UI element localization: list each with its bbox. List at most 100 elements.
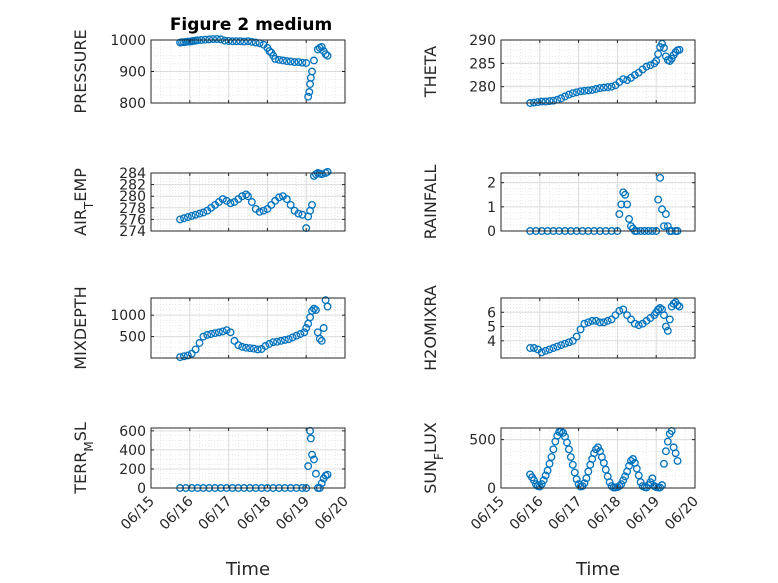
data-point bbox=[665, 57, 674, 65]
data-point bbox=[282, 57, 291, 66]
y-tick-label: 400 bbox=[119, 443, 146, 459]
data-point bbox=[615, 210, 624, 219]
data-point bbox=[660, 459, 668, 468]
data-point bbox=[619, 305, 628, 314]
data-point bbox=[191, 345, 200, 354]
data-point bbox=[244, 192, 252, 201]
y-axis-label: H2OMIXRA bbox=[421, 285, 440, 371]
data-point bbox=[213, 35, 221, 44]
data-point bbox=[564, 338, 573, 347]
data-point bbox=[572, 88, 581, 97]
data-point bbox=[255, 207, 264, 216]
data-point bbox=[280, 336, 289, 344]
data-point bbox=[584, 86, 593, 95]
data-point bbox=[530, 344, 538, 352]
y-axis-label: MIXDEPTH bbox=[71, 286, 90, 369]
data-point bbox=[584, 318, 593, 327]
data-point bbox=[537, 348, 546, 357]
data-point bbox=[663, 437, 672, 446]
data-point bbox=[660, 43, 668, 52]
data-point bbox=[226, 328, 235, 337]
data-point bbox=[533, 98, 542, 107]
data-point bbox=[187, 349, 196, 358]
data-point bbox=[242, 190, 251, 199]
data-point bbox=[228, 37, 237, 46]
axes-box bbox=[150, 297, 346, 359]
data-point bbox=[634, 471, 643, 480]
data-point bbox=[661, 447, 670, 456]
data-point bbox=[261, 342, 270, 350]
data-point bbox=[180, 214, 188, 223]
data-point bbox=[671, 449, 680, 458]
data-point bbox=[634, 321, 643, 330]
data-point bbox=[580, 86, 589, 95]
data-point bbox=[207, 330, 216, 338]
data-point bbox=[576, 325, 585, 334]
data-point bbox=[642, 62, 651, 71]
y-tick-label: 0 bbox=[137, 481, 146, 497]
data-point bbox=[541, 346, 550, 355]
data-point bbox=[615, 306, 624, 315]
data-point bbox=[549, 96, 558, 105]
data-point bbox=[205, 35, 214, 44]
data-point bbox=[308, 200, 316, 209]
data-point bbox=[654, 195, 663, 204]
data-point bbox=[211, 329, 219, 338]
y-tick-label: 290 bbox=[469, 33, 496, 49]
data-point bbox=[661, 322, 670, 331]
data-point bbox=[282, 195, 291, 204]
data-point bbox=[545, 459, 554, 468]
data-point bbox=[623, 311, 632, 320]
data-point bbox=[180, 352, 188, 361]
y-tick-label: 280 bbox=[469, 80, 496, 96]
subplot-theta: 280 285 290 THETA bbox=[421, 33, 696, 107]
data-point bbox=[226, 199, 235, 208]
data-point bbox=[545, 345, 554, 354]
data-point bbox=[543, 466, 552, 475]
data-point bbox=[623, 76, 632, 85]
data-point bbox=[675, 45, 684, 54]
data-point bbox=[323, 470, 332, 479]
data-point bbox=[323, 302, 332, 311]
data-point bbox=[630, 71, 639, 79]
y-tick-label: 282 bbox=[119, 178, 146, 194]
y-tick-label: 0 bbox=[487, 224, 496, 240]
y-tick-label: 5 bbox=[487, 320, 496, 336]
data-point bbox=[601, 465, 610, 474]
data-point bbox=[304, 92, 313, 101]
y-tick-label: 1 bbox=[487, 200, 496, 216]
data-point bbox=[541, 97, 550, 106]
y-tick-label: 0 bbox=[487, 481, 496, 497]
data-point bbox=[537, 97, 546, 106]
data-point bbox=[240, 37, 249, 46]
y-tick-label: 280 bbox=[119, 189, 146, 205]
data-point bbox=[531, 480, 540, 489]
data-point bbox=[209, 35, 218, 44]
plot-area bbox=[501, 173, 695, 231]
data-point bbox=[253, 345, 262, 354]
data-point bbox=[238, 192, 247, 201]
data-point bbox=[216, 35, 225, 44]
data-point bbox=[247, 37, 256, 46]
data-point bbox=[218, 327, 227, 336]
data-point bbox=[605, 478, 614, 487]
data-point bbox=[296, 330, 305, 338]
data-point bbox=[603, 83, 612, 92]
data-point bbox=[195, 339, 204, 347]
data-point bbox=[176, 215, 185, 224]
data-point bbox=[661, 210, 670, 219]
axes-box bbox=[500, 427, 696, 489]
data-point bbox=[263, 205, 272, 213]
data-point bbox=[230, 336, 239, 345]
data-point bbox=[648, 474, 657, 483]
data-point bbox=[183, 351, 192, 360]
data-point bbox=[271, 54, 280, 63]
data-point bbox=[599, 318, 608, 327]
data-point bbox=[294, 209, 303, 218]
data-point bbox=[663, 326, 672, 335]
y-tick-label: 284 bbox=[119, 166, 146, 182]
data-point bbox=[277, 336, 285, 345]
data-point bbox=[541, 471, 550, 480]
data-point bbox=[247, 198, 256, 206]
